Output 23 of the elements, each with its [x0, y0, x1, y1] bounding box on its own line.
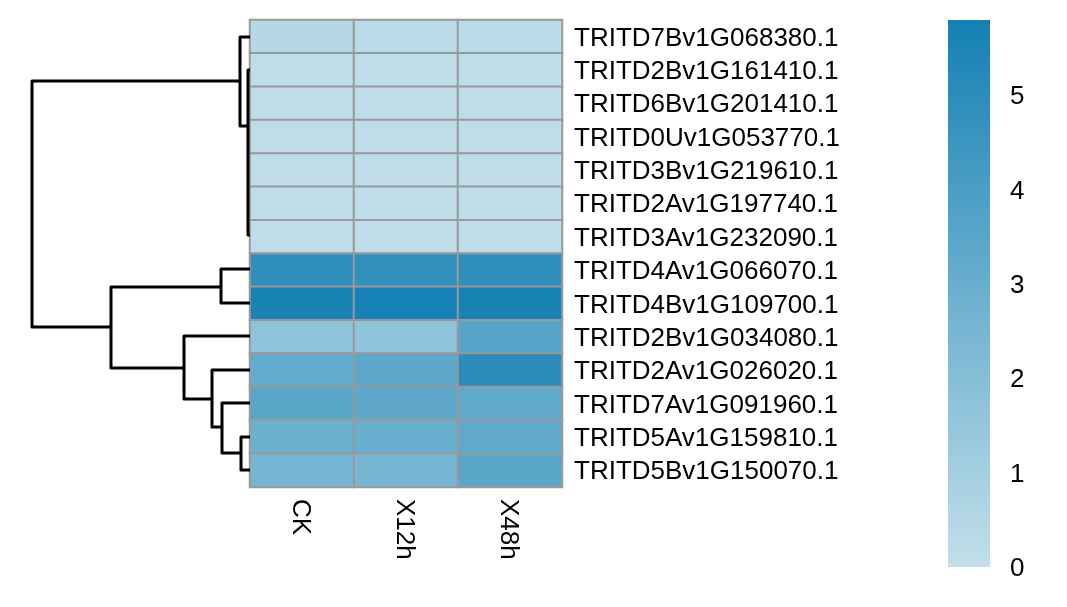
y-tick-label: TRITD2Bv1G034080.1: [574, 321, 839, 352]
y-tick-label: TRITD4Av1G066070.1: [574, 255, 838, 286]
color-bar-label: 3: [1010, 269, 1025, 300]
y-tick-label: TRITD2Bv1G161410.1: [574, 55, 839, 86]
color-bar-label: 5: [1010, 80, 1025, 111]
y-tick-label: TRITD7Bv1G068380.1: [574, 21, 839, 52]
y-tick-label: TRITD2Av1G197740.1: [574, 188, 838, 219]
x-tick-label: CK: [287, 499, 317, 536]
y-tick-label: TRITD6Bv1G201410.1: [574, 88, 839, 119]
y-tick-label: TRITD5Bv1G150070.1: [574, 455, 839, 486]
x-tick-label: X48h: [495, 499, 525, 560]
y-tick-label: TRITD3Bv1G219610.1: [574, 155, 839, 186]
color-bar-label: 2: [1010, 363, 1025, 394]
color-bar-label: 4: [1010, 174, 1025, 205]
x-tick-label: X12h: [391, 499, 421, 560]
y-tick-label: TRITD3Av1G232090.1: [574, 221, 838, 252]
y-tick-label: TRITD5Av1G159810.1: [574, 421, 838, 452]
y-tick-label: TRITD2Av1G026020.1: [574, 355, 838, 386]
y-tick-label: TRITD4Bv1G109700.1: [574, 288, 839, 319]
y-tick-label: TRITD7Av1G091960.1: [574, 388, 838, 419]
color-bar-label: 1: [1010, 457, 1025, 488]
y-tick-label: TRITD0Uv1G053770.1: [574, 121, 840, 152]
color-bar-label: 0: [1010, 552, 1025, 582]
